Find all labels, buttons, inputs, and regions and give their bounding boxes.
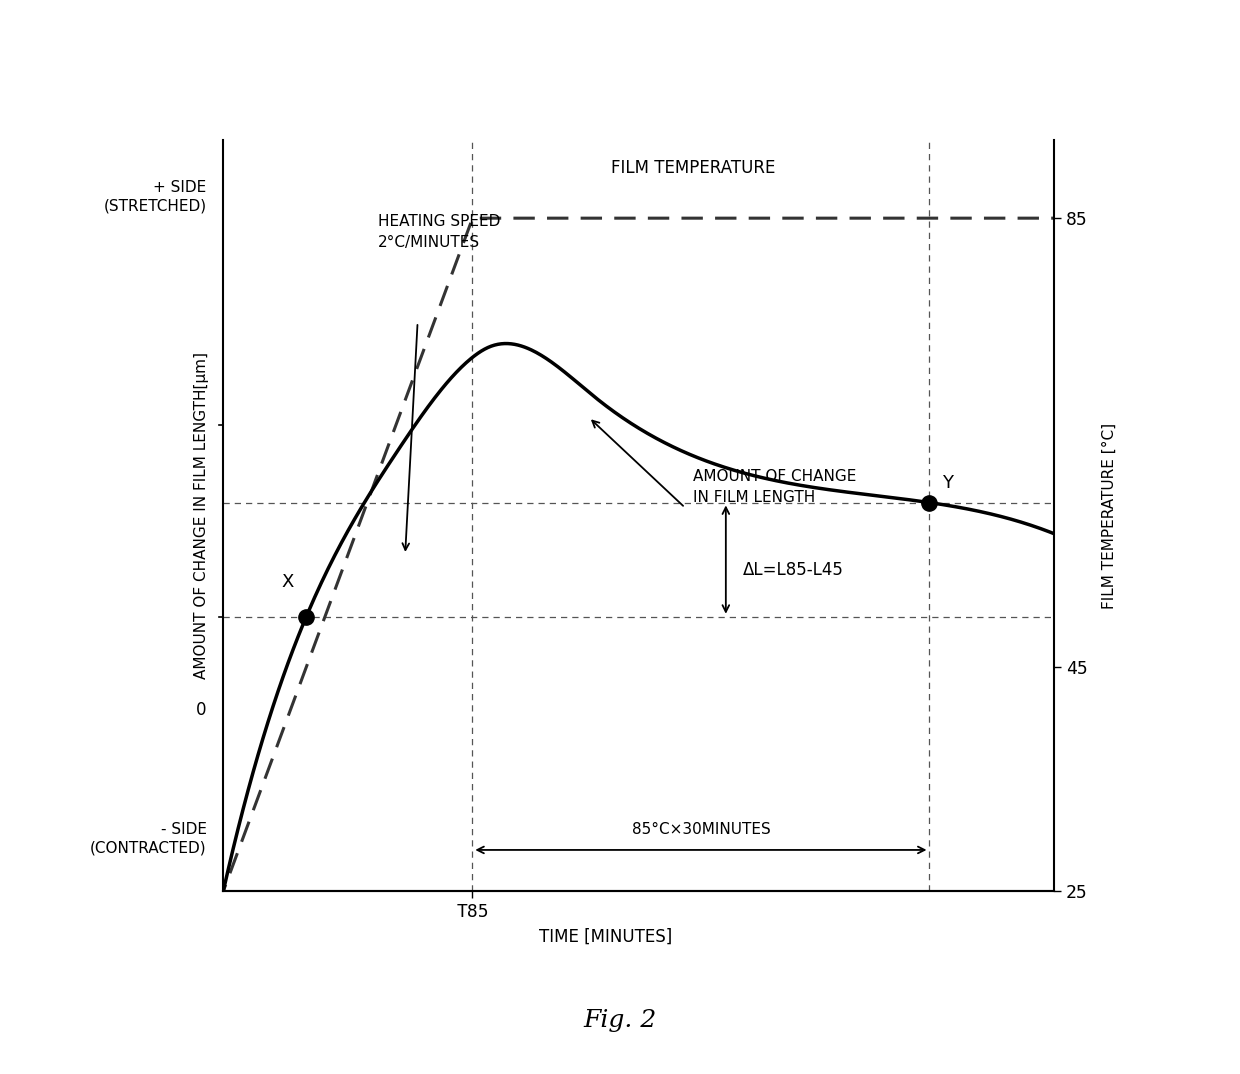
Text: HEATING SPEED
2°C/MINUTES: HEATING SPEED 2°C/MINUTES [378, 214, 500, 250]
Text: - SIDE
(CONTRACTED): - SIDE (CONTRACTED) [91, 822, 207, 855]
Y-axis label: AMOUNT OF CHANGE IN FILM LENGTH[μm]: AMOUNT OF CHANGE IN FILM LENGTH[μm] [195, 352, 210, 679]
Text: TIME [MINUTES]: TIME [MINUTES] [539, 928, 672, 946]
Text: 85°C×30MINUTES: 85°C×30MINUTES [631, 822, 770, 837]
Text: Fig. 2: Fig. 2 [583, 1008, 657, 1032]
Text: Y: Y [942, 475, 952, 492]
Text: ΔL=L85-L45: ΔL=L85-L45 [743, 561, 843, 579]
Text: 0: 0 [196, 701, 207, 719]
Text: AMOUNT OF CHANGE
IN FILM LENGTH: AMOUNT OF CHANGE IN FILM LENGTH [693, 469, 857, 505]
Y-axis label: FILM TEMPERATURE [°C]: FILM TEMPERATURE [°C] [1101, 422, 1116, 609]
Text: X: X [281, 572, 294, 591]
Text: + SIDE
(STRETCHED): + SIDE (STRETCHED) [103, 179, 207, 213]
Text: FILM TEMPERATURE: FILM TEMPERATURE [611, 159, 776, 177]
